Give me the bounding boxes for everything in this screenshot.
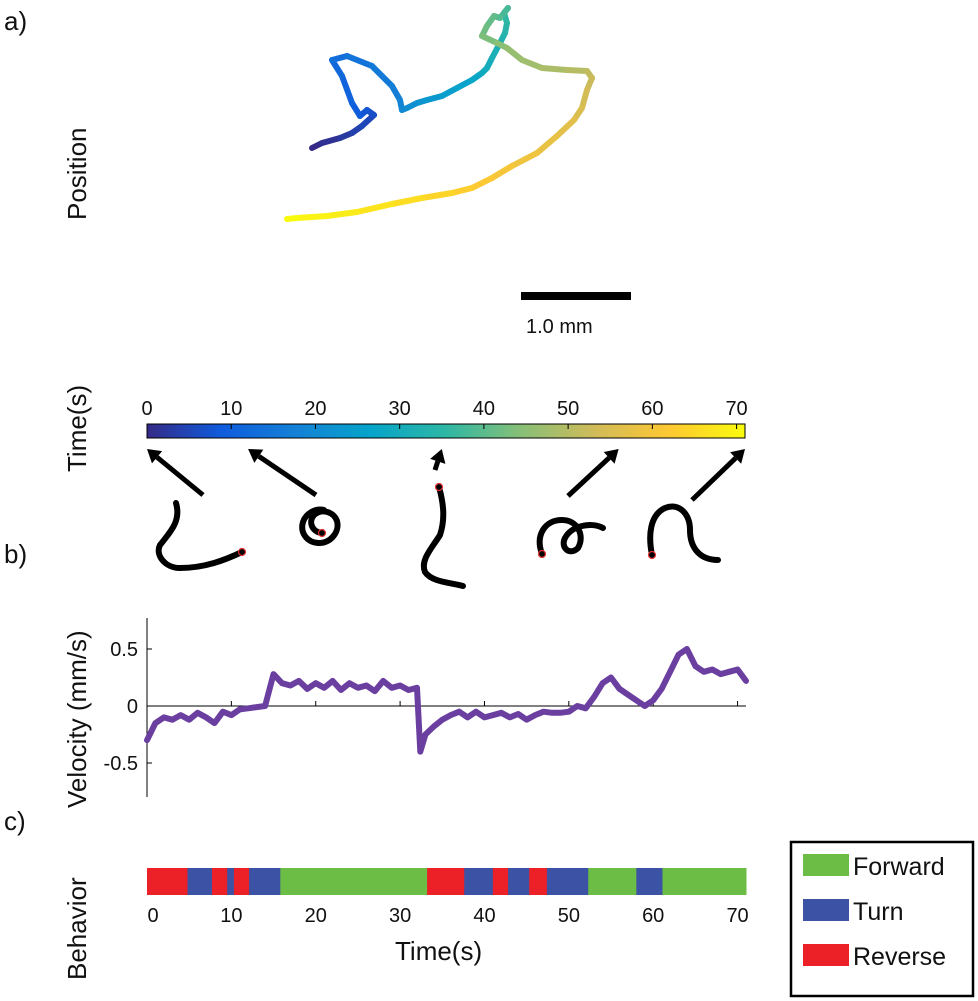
panel-label-a: a) [4, 6, 27, 36]
behavior-xtick-label: 70 [726, 905, 748, 927]
trajectory-path [284, 5, 595, 222]
behavior-xtick-label: 20 [305, 905, 327, 927]
colorbar-tick-label: 60 [641, 398, 663, 420]
trajectory-segment [344, 53, 375, 69]
velocity-panel: Velocity (mm/s) 0.5 0 -0.5 [62, 618, 749, 808]
trajectory-segment [419, 190, 455, 201]
behavior-panel: Behavior 0 10 20 30 40 50 60 70 Time(s) [62, 868, 749, 980]
panel-label-c: c) [4, 806, 26, 836]
time-axis-label: Time(s) [395, 936, 482, 966]
behavior-segment-forward [280, 868, 428, 895]
behavior-segment-turn [508, 868, 530, 895]
behavior-xtick-label: 0 [147, 905, 158, 927]
posture-4 [536, 516, 606, 559]
behavior-legend: Forward Turn Reverse [789, 840, 975, 998]
trajectory-segment [389, 195, 425, 207]
behavior-segment-turn [546, 868, 589, 895]
behavior-segment-reverse [529, 868, 548, 895]
posture-arrow [430, 449, 446, 471]
worm-postures [155, 482, 721, 589]
colorbar-tick-label: 70 [725, 398, 747, 420]
trajectory-segment [369, 63, 395, 89]
time-colorbar: Time(s) 0 10 20 30 40 50 60 70 [62, 385, 748, 502]
behavior-xtick-label: 40 [473, 905, 495, 927]
legend-swatch-forward [803, 854, 849, 876]
behavior-segment-reverse [492, 868, 509, 895]
colorbar-gradient [146, 423, 746, 439]
trajectory-segment [284, 215, 300, 222]
legend-label-forward: Forward [853, 853, 945, 881]
posture-arrow [690, 449, 745, 502]
colorbar-tick-label: 10 [220, 398, 242, 420]
behavior-segment-reverse [211, 868, 228, 895]
position-panel: Position 1.0 mm [62, 5, 631, 338]
posture-arrow [147, 449, 205, 497]
colorbar-tick-label: 50 [557, 398, 579, 420]
behavior-xtick-label: 30 [389, 905, 411, 927]
trajectory-segment [534, 133, 560, 156]
posture-2 [299, 506, 341, 546]
behavior-xtick-label: 10 [220, 905, 242, 927]
velocity-ytick-label: 0 [127, 696, 138, 718]
posture-head-marker [537, 549, 547, 559]
legend-swatch-reverse [803, 944, 849, 966]
trajectory-segment [449, 185, 475, 196]
behavior-xtick-label: 60 [642, 905, 664, 927]
behavior-xtick-label: 50 [558, 905, 580, 927]
legend-label-turn: Turn [853, 898, 903, 926]
posture-head-marker [317, 528, 327, 538]
scale-bar [521, 292, 631, 300]
scale-bar-label: 1.0 mm [526, 316, 593, 338]
posture-5 [647, 503, 721, 563]
velocity-series-line [144, 646, 749, 755]
behavior-segment-turn [636, 868, 663, 895]
trajectory-segment [324, 209, 360, 219]
behavior-segment-turn [249, 868, 281, 895]
posture-arrow [248, 449, 318, 498]
velocity-ytick-label: 0.5 [110, 639, 138, 661]
velocity-ytick-label: -0.5 [104, 753, 138, 775]
behavior-segment-forward [662, 868, 747, 895]
trajectory-segment [579, 87, 590, 111]
posture-1 [155, 500, 247, 572]
behavior-segment-reverse [233, 868, 250, 895]
posture-arrow [566, 449, 619, 498]
trajectory-segment [489, 163, 515, 181]
posture-3 [420, 482, 466, 589]
legend-label-reverse: Reverse [853, 943, 946, 971]
colorbar-tick-label: 30 [389, 398, 411, 420]
posture-arrows [147, 449, 745, 502]
trajectory-segment [509, 150, 540, 169]
colorbar-axis-label: Time(s) [62, 385, 92, 472]
velocity-axis-label: Velocity (mm/s) [62, 630, 92, 808]
trajectory-segment [469, 175, 495, 191]
colorbar-tick-label: 0 [141, 398, 152, 420]
colorbar-tick-label: 20 [304, 398, 326, 420]
behavior-segment-reverse [147, 868, 188, 895]
position-axis-label: Position [62, 128, 92, 221]
trajectory-segment [339, 73, 355, 106]
panel-label-b: b) [4, 539, 27, 569]
trajectory-segment [554, 117, 577, 139]
trajectory-segment [539, 65, 570, 73]
behavior-segment-turn [227, 868, 235, 895]
trajectory-segment [329, 57, 345, 79]
behavior-segment-turn [187, 868, 213, 895]
trajectory-segment [504, 45, 525, 63]
trajectory-segment [319, 135, 343, 146]
behavior-segment-reverse [427, 868, 465, 895]
legend-swatch-turn [803, 899, 849, 921]
behavior-axis-label: Behavior [62, 877, 92, 980]
posture-head-marker [647, 550, 657, 560]
behavior-segment-forward [588, 868, 637, 895]
behavior-segment-turn [464, 868, 494, 895]
posture-head-marker [237, 547, 247, 557]
posture-head-marker [434, 482, 444, 492]
trajectory-segment [519, 57, 545, 71]
trajectory-segment [564, 67, 590, 74]
trajectory-segment [294, 213, 330, 221]
colorbar-tick-label: 40 [473, 398, 495, 420]
trajectory-segment [354, 201, 395, 215]
